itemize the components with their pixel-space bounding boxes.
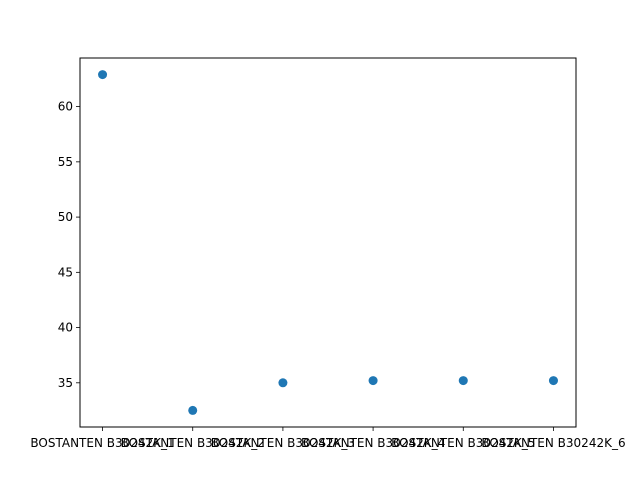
plot-frame — [79, 57, 577, 428]
data-point — [188, 405, 198, 415]
data-points — [98, 70, 558, 415]
y-tick-label: 60 — [58, 100, 73, 114]
y-tick-label: 40 — [58, 321, 73, 335]
data-point — [458, 376, 468, 386]
data-point — [98, 70, 108, 80]
y-tick-label: 50 — [58, 210, 73, 224]
x-tick-label: BOSTANTEN B30242K_1 — [30, 436, 174, 450]
x-tick-label: BOSTANTEN B30242K_3 — [211, 436, 355, 450]
data-point — [368, 376, 378, 386]
x-tick-label: BOSTANTEN B30242K_5 — [391, 436, 535, 450]
x-tick-label: BOSTANTEN B30242K_4 — [301, 436, 445, 450]
y-tick-label: 45 — [58, 265, 73, 279]
x-tick-label: BOSTANTEN B30242K_6 — [481, 436, 625, 450]
y-tick-label: 55 — [58, 155, 73, 169]
x-tick-label: BOSTANTEN B30242K_2 — [121, 436, 265, 450]
y-tick-label: 35 — [58, 376, 73, 390]
data-point — [278, 378, 288, 388]
y-axis: 35 40 45 50 55 60 — [58, 100, 80, 390]
data-point — [548, 376, 558, 386]
